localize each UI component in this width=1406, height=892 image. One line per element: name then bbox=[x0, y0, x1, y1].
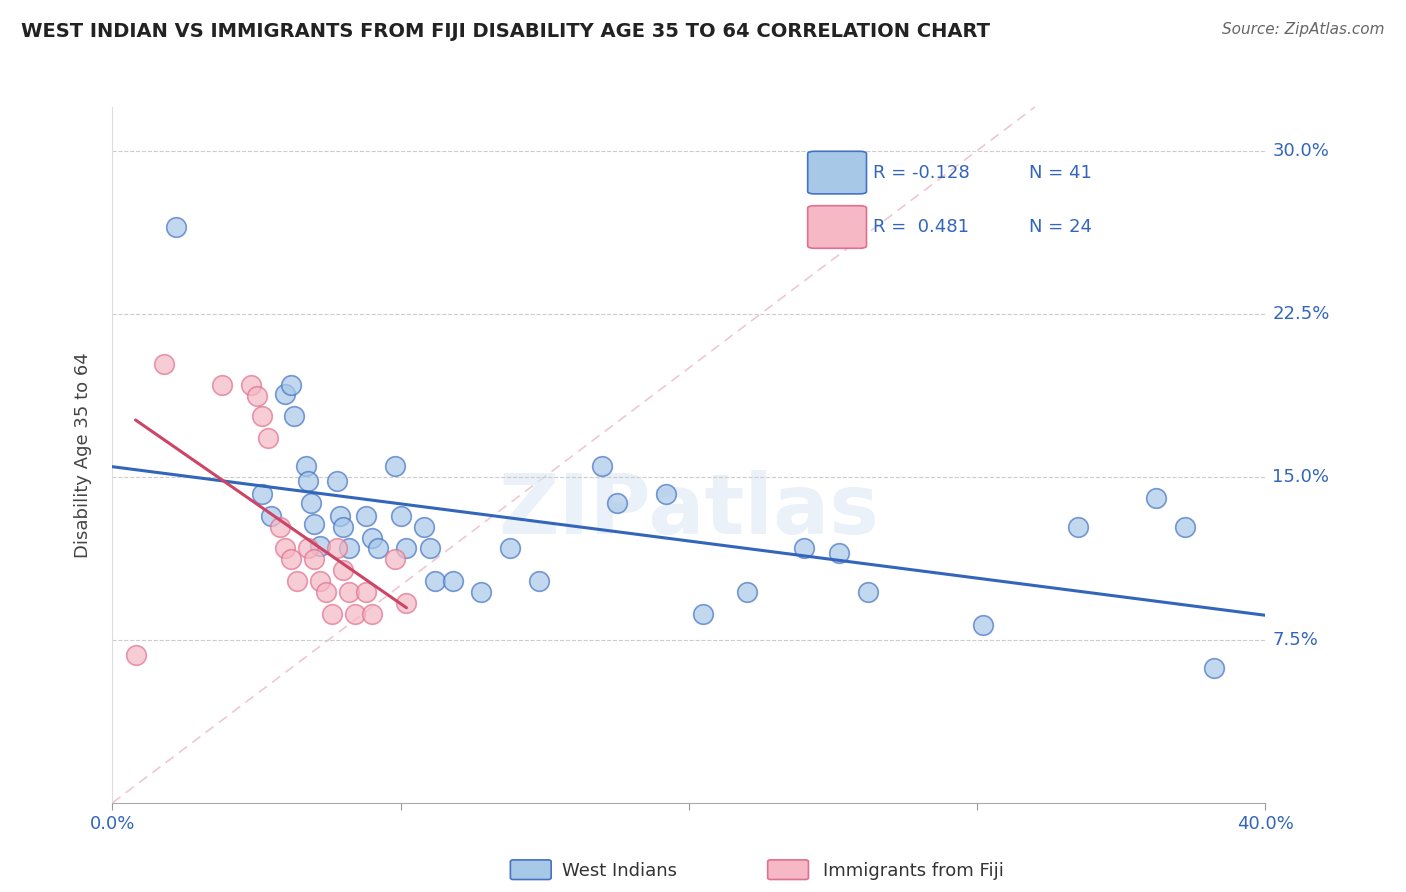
Point bbox=[395, 596, 418, 610]
Text: N = 24: N = 24 bbox=[1029, 218, 1092, 236]
Text: Immigrants from Fiji: Immigrants from Fiji bbox=[823, 863, 1004, 880]
Point bbox=[1144, 491, 1167, 506]
Point bbox=[856, 585, 879, 599]
Point bbox=[1067, 519, 1090, 533]
Point bbox=[309, 574, 332, 588]
Point bbox=[389, 508, 412, 523]
Text: 15.0%: 15.0% bbox=[1272, 467, 1330, 485]
Point bbox=[499, 541, 522, 556]
Point bbox=[304, 552, 326, 566]
Point bbox=[326, 541, 349, 556]
Point bbox=[252, 409, 274, 423]
Point bbox=[337, 585, 360, 599]
Point bbox=[274, 387, 297, 401]
Point bbox=[360, 607, 382, 621]
Point bbox=[153, 357, 176, 371]
Point bbox=[321, 607, 343, 621]
Text: 22.5%: 22.5% bbox=[1272, 304, 1330, 323]
Point bbox=[245, 389, 267, 403]
Point bbox=[269, 519, 291, 533]
Point bbox=[337, 541, 360, 556]
Point bbox=[294, 458, 316, 473]
Point bbox=[343, 607, 366, 621]
Point bbox=[367, 541, 389, 556]
Point bbox=[606, 496, 628, 510]
Point bbox=[441, 574, 464, 588]
Point bbox=[285, 574, 308, 588]
Point bbox=[384, 458, 406, 473]
Point bbox=[326, 474, 349, 488]
Point bbox=[655, 487, 678, 501]
Point bbox=[211, 378, 233, 392]
Point bbox=[274, 541, 297, 556]
Point bbox=[828, 546, 851, 560]
Point bbox=[412, 519, 434, 533]
Point bbox=[252, 487, 274, 501]
Text: R =  0.481: R = 0.481 bbox=[873, 218, 969, 236]
Point bbox=[280, 552, 302, 566]
Point bbox=[124, 648, 146, 662]
Point bbox=[280, 378, 302, 392]
Point bbox=[309, 539, 332, 553]
Point bbox=[425, 574, 447, 588]
Point bbox=[735, 585, 758, 599]
Point bbox=[257, 431, 280, 445]
Point bbox=[470, 585, 492, 599]
Text: 30.0%: 30.0% bbox=[1272, 142, 1329, 160]
Text: N = 41: N = 41 bbox=[1029, 163, 1092, 182]
Point bbox=[592, 458, 614, 473]
Point bbox=[384, 552, 406, 566]
Point bbox=[315, 585, 337, 599]
FancyBboxPatch shape bbox=[807, 206, 866, 248]
Point bbox=[692, 607, 714, 621]
Text: Source: ZipAtlas.com: Source: ZipAtlas.com bbox=[1222, 22, 1385, 37]
Text: West Indians: West Indians bbox=[562, 863, 678, 880]
Point bbox=[297, 474, 319, 488]
Point bbox=[297, 541, 319, 556]
Point bbox=[793, 541, 815, 556]
Point bbox=[165, 219, 187, 234]
Point bbox=[1174, 519, 1197, 533]
Text: R = -0.128: R = -0.128 bbox=[873, 163, 970, 182]
Point bbox=[1202, 661, 1225, 675]
Point bbox=[332, 563, 354, 577]
Point bbox=[972, 617, 994, 632]
Point bbox=[527, 574, 550, 588]
Y-axis label: Disability Age 35 to 64: Disability Age 35 to 64 bbox=[73, 352, 91, 558]
Point bbox=[329, 508, 352, 523]
FancyBboxPatch shape bbox=[807, 152, 866, 194]
Point bbox=[299, 496, 322, 510]
Point bbox=[283, 409, 305, 423]
Point bbox=[360, 531, 382, 545]
Point bbox=[419, 541, 441, 556]
Point bbox=[354, 508, 377, 523]
Text: ZIPatlas: ZIPatlas bbox=[499, 470, 879, 551]
Text: 7.5%: 7.5% bbox=[1272, 631, 1319, 648]
Text: WEST INDIAN VS IMMIGRANTS FROM FIJI DISABILITY AGE 35 TO 64 CORRELATION CHART: WEST INDIAN VS IMMIGRANTS FROM FIJI DISA… bbox=[21, 22, 990, 41]
Point bbox=[354, 585, 377, 599]
Point bbox=[260, 508, 283, 523]
Point bbox=[332, 519, 354, 533]
Point bbox=[304, 517, 326, 532]
Point bbox=[395, 541, 418, 556]
Point bbox=[239, 378, 262, 392]
